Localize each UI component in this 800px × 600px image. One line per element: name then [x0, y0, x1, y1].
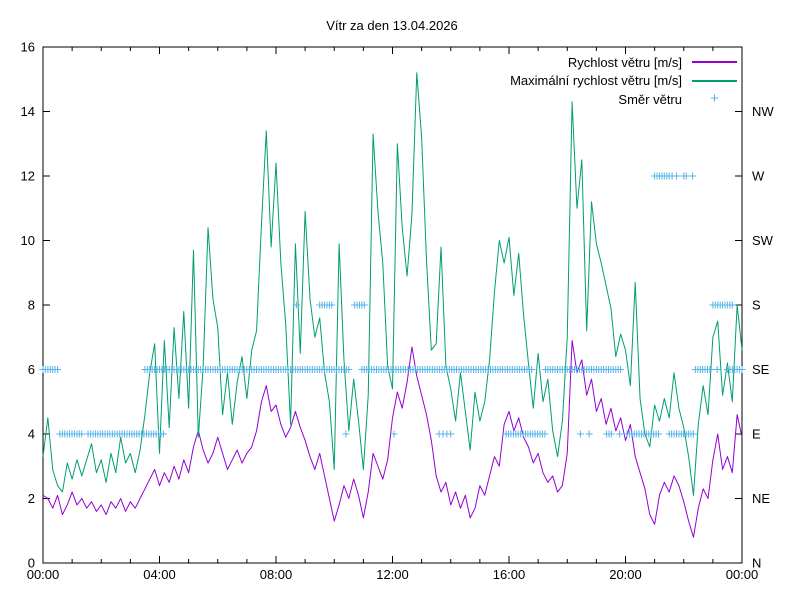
direction-marker-segment — [691, 366, 714, 373]
direction-marker-segment — [709, 301, 736, 309]
speed-series-line — [42, 339, 743, 538]
legend-sample-max-speed — [691, 79, 738, 82]
x-tick-label: 16:00 — [493, 567, 526, 582]
direction-marker-segment — [623, 430, 662, 438]
chart-title: Vítr za den 13.04.2026 — [326, 18, 458, 33]
legend-sample-speed — [691, 61, 738, 64]
y-right-compass-label: SE — [752, 362, 770, 377]
y-left-tick-label: 6 — [28, 362, 35, 377]
direction-marker-segment — [56, 430, 86, 438]
x-tick-label: 00:00 — [27, 567, 60, 582]
legend-label-speed: Rychlost větru [m/s] — [567, 54, 682, 70]
y-left-tick-label: 16 — [21, 40, 35, 55]
direction-marker-segment — [576, 430, 584, 438]
legend: Rychlost větru [m/s] Maximální rychlost … — [510, 53, 738, 109]
direction-marker-segment — [665, 430, 697, 438]
direction-marker-segment — [39, 366, 62, 373]
y-right-compass-label: NW — [752, 104, 774, 119]
max-speed-line-swatch — [692, 79, 737, 82]
y-left-tick-label: 12 — [21, 169, 35, 184]
direction-marker-segment — [292, 301, 300, 309]
y-right-compass-label: SW — [752, 233, 774, 248]
legend-sample-direction: + — [691, 90, 738, 108]
direction-marker-segment — [585, 430, 593, 438]
plus-marker-icon: + — [710, 90, 719, 108]
legend-label-direction: Směr větru — [618, 91, 682, 107]
x-tick-label: 12:00 — [376, 567, 409, 582]
direction-marker-segment — [723, 366, 746, 373]
direction-marker-segment — [689, 172, 696, 180]
direction-marker-segment — [713, 366, 721, 373]
direction-marker-segment — [84, 430, 167, 438]
y-left-tick-label: 2 — [28, 491, 35, 506]
direction-marker-segment — [351, 301, 368, 309]
y-left-tick-label: 10 — [21, 233, 35, 248]
direction-marker-segment — [390, 430, 398, 438]
x-tick-label: 04:00 — [143, 567, 176, 582]
direction-marker-segment — [541, 366, 625, 373]
y-left-tick-label: 14 — [21, 104, 35, 119]
direction-marker-segment — [316, 301, 336, 309]
y-right-compass-label: E — [752, 427, 761, 442]
direction-marker-segment — [616, 430, 624, 438]
y-left-tick-label: 4 — [28, 427, 35, 442]
direction-marker-segment — [342, 430, 350, 438]
max-speed-series-line — [42, 72, 743, 496]
direction-marker-segment — [603, 430, 615, 438]
y-right-compass-label: N — [752, 556, 761, 571]
x-tick-label: 00:00 — [726, 567, 759, 582]
direction-marker-segment — [502, 430, 549, 438]
speed-line-swatch — [692, 61, 737, 64]
direction-marker-segment — [680, 172, 690, 180]
legend-label-max-speed: Maximální rychlost větru [m/s] — [510, 73, 682, 89]
direction-marker-segment — [673, 172, 680, 180]
y-right-compass-label: NE — [752, 491, 770, 506]
legend-row-speed: Rychlost větru [m/s] — [510, 53, 738, 72]
x-tick-label: 20:00 — [609, 567, 642, 582]
y-right-compass-label: S — [752, 298, 761, 313]
x-tick-label: 08:00 — [260, 567, 293, 582]
legend-row-max-speed: Maximální rychlost větru [m/s] — [510, 72, 738, 91]
y-left-tick-label: 0 — [28, 556, 35, 571]
legend-row-direction: Směr větru + — [510, 90, 738, 109]
y-left-tick-label: 8 — [28, 298, 35, 313]
direction-marker-segment — [435, 430, 455, 438]
plot-border — [42, 46, 743, 564]
direction-marker-segment — [358, 366, 536, 373]
y-right-compass-label: W — [752, 169, 765, 184]
direction-marker-segment — [141, 366, 353, 373]
